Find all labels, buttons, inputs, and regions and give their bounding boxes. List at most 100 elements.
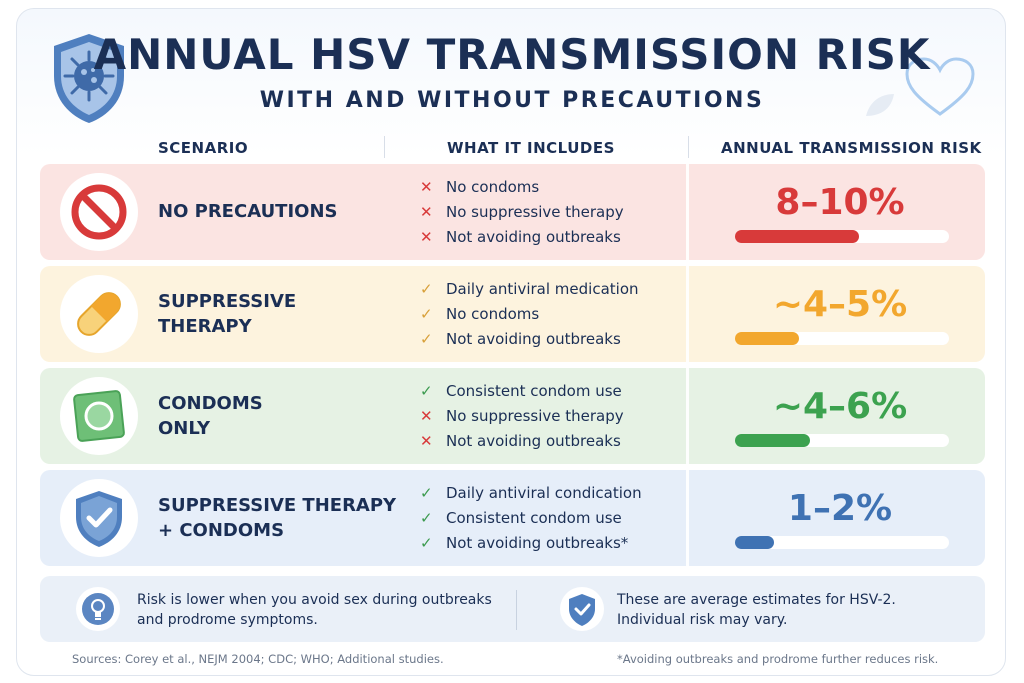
mark-icon: ✓ [420,483,433,502]
column-header-scenario: SCENARIO [158,139,249,157]
mark-icon: ✓ [420,508,433,527]
list-item: ✓ Daily antiviral condication [420,480,642,505]
include-text: Consistent condom use [446,508,622,527]
column-header-includes: WHAT IT INCLUDES [447,139,615,157]
note-line: Risk is lower when you avoid sex during … [137,592,492,608]
mark-icon: ✓ [420,533,433,552]
scenario-label-line2: + CONDOMS [158,520,285,541]
scenario-label: SUPPRESSIVE THERAPY [158,289,296,339]
page-title: ANNUAL HSV TRANSMISSION RISK [93,30,931,79]
scenario-row-therapy-plus-condoms: SUPPRESSIVE THERAPY + CONDOMS ✓ Daily ant… [40,470,985,566]
risk-bar [735,434,949,447]
scenario-icon-holder [60,173,138,251]
mark-icon: ✓ [420,304,433,323]
risk-value: ~4–5% [772,284,908,325]
include-text: No condoms [446,177,540,196]
list-item: ✓ Consistent condom use [420,378,624,403]
note-line: Individual risk may vary. [617,612,788,628]
scenario-label: SUPPRESSIVE THERAPY + CONDOMS [158,493,396,543]
shield-check-icon [569,594,595,626]
scenario-icon-holder [60,377,138,455]
include-text: Not avoiding outbreaks [446,431,621,450]
note-icon-holder [560,587,604,631]
risk-value: 1–2% [787,488,893,529]
risk-value: ~4–6% [772,386,908,427]
includes-list: ✓ Consistent condom use ✕ No suppressive t… [420,378,624,453]
list-item: ✕ No suppressive therapy [420,199,624,224]
includes-list: ✕ No condoms ✕ No suppressive therapy ✕ Not… [420,174,624,249]
prohibited-icon [71,184,127,240]
column-separator [686,470,689,566]
list-item: ✓ Not avoiding outbreaks* [420,530,642,555]
note-estimates: These are average estimates for HSV-2. I… [617,590,896,630]
include-text: Daily antiviral medication [446,279,639,298]
footnote: *Avoiding outbreaks and prodrome further… [617,652,939,666]
mark-icon: ✕ [420,202,433,221]
scenario-row-condoms-only: CONDOMS ONLY ✓ Consistent condom use ✕ No … [40,368,985,464]
column-separator [686,164,689,260]
mark-icon: ✓ [420,381,433,400]
list-item: ✓ No condoms [420,301,639,326]
include-text: No condoms [446,304,540,323]
header-divider [688,136,689,158]
mark-icon: ✕ [420,431,433,450]
scenario-icon-holder [60,275,138,353]
column-header-risk: ANNUAL TRANSMISSION RISK [721,139,982,157]
list-item: ✓ Daily antiviral medication [420,276,639,301]
notes-divider [516,590,517,630]
scenario-label: CONDOMS ONLY [158,391,263,441]
scenario-label-line2: ONLY [158,418,211,439]
include-text: No suppressive therapy [446,406,624,425]
mark-icon: ✕ [420,227,433,246]
heart-icon [905,57,975,116]
includes-list: ✓ Daily antiviral condication ✓ Consistent… [420,480,642,555]
list-item: ✕ No condoms [420,174,624,199]
leaf-icon [866,94,894,116]
risk-bar [735,536,949,549]
sources-footer: Sources: Corey et al., NEJM 2004; CDC; W… [72,652,444,666]
mark-icon: ✓ [420,279,433,298]
page-subtitle: WITH AND WITHOUT PRECAUTIONS [259,88,765,113]
include-text: No suppressive therapy [446,202,624,221]
list-item: ✓ Consistent condom use [420,505,642,530]
list-item: ✓ Not avoiding outbreaks [420,326,639,351]
risk-bar [735,332,949,345]
note-line: These are average estimates for HSV-2. [617,592,896,608]
virus-shield-icon [54,34,124,123]
scenario-label: NO PRECAUTIONS [158,201,338,222]
note-icon-holder [76,587,120,631]
risk-bar-fill [735,230,860,243]
condom-package-icon [73,390,125,442]
list-item: ✕ Not avoiding outbreaks [420,428,624,453]
risk-bar [735,230,949,243]
column-separator [686,266,689,362]
risk-value: 8–10% [775,182,905,223]
list-item: ✕ Not avoiding outbreaks [420,224,624,249]
include-text: Consistent condom use [446,381,622,400]
risk-bar-fill [735,434,810,447]
list-item: ✕ No suppressive therapy [420,403,624,428]
note-outbreaks: Risk is lower when you avoid sex during … [137,590,492,630]
include-text: Daily antiviral condication [446,483,642,502]
notes-box: Risk is lower when you avoid sex during … [40,576,985,642]
scenario-row-no-precautions: NO PRECAUTIONS ✕ No condoms ✕ No suppressi… [40,164,985,260]
scenario-row-suppressive-therapy: SUPPRESSIVE THERAPY ✓ Daily antiviral med… [40,266,985,362]
scenario-label-line1: SUPPRESSIVE THERAPY [158,495,397,516]
includes-list: ✓ Daily antiviral medication ✓ No condoms … [420,276,639,351]
pill-icon [77,292,121,336]
include-text: Not avoiding outbreaks* [446,533,629,552]
lightbulb-icon [82,593,114,625]
scenario-label-line1: SUPPRESSIVE [158,291,297,312]
mark-icon: ✕ [420,177,433,196]
shield-check-icon [76,491,122,547]
mark-icon: ✕ [420,406,433,425]
include-text: Not avoiding outbreaks [446,329,621,348]
scenario-label-line2: THERAPY [158,316,252,337]
column-separator [686,368,689,464]
risk-bar-fill [735,332,800,345]
scenario-icon-holder [60,479,138,557]
mark-icon: ✓ [420,329,433,348]
scenario-label-line1: CONDOMS [158,393,263,414]
header-divider [384,136,385,158]
include-text: Not avoiding outbreaks [446,227,621,246]
